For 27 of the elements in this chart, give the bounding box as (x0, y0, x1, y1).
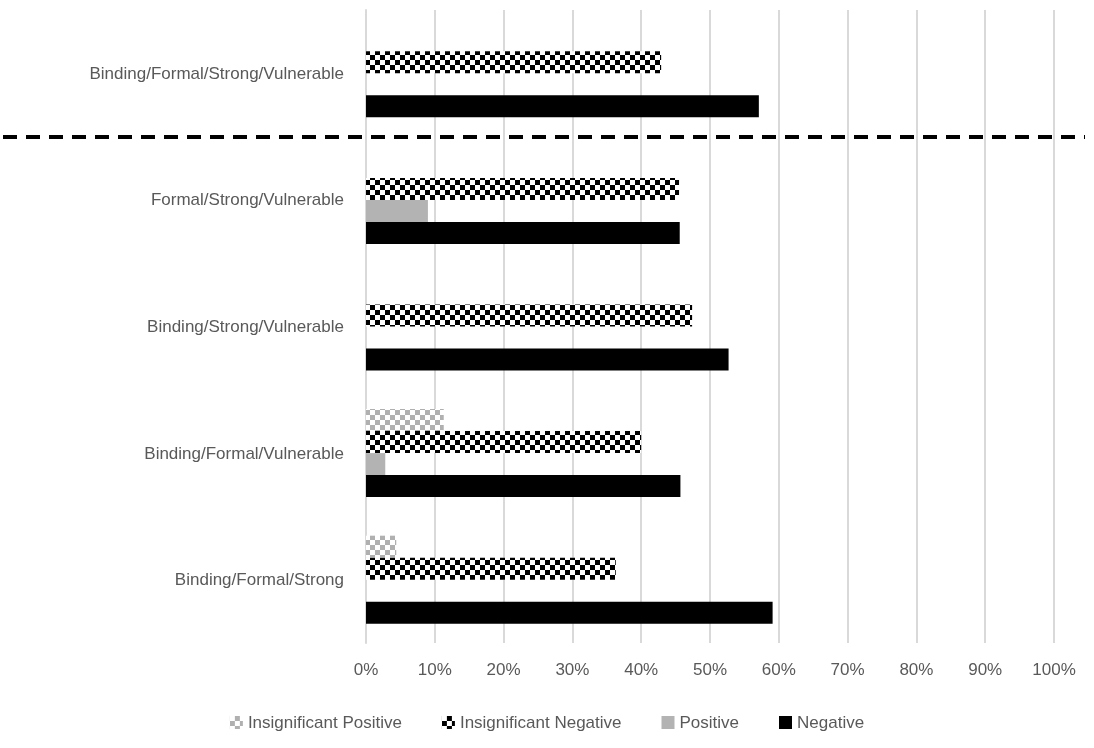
legend-label: Negative (797, 713, 865, 732)
x-tick-label: 30% (555, 660, 590, 679)
x-tick-label: 90% (968, 660, 1003, 679)
legend-label: Positive (679, 713, 740, 732)
y-tick-label: Binding/Formal/Strong/Vulnerable (89, 63, 344, 83)
bar (366, 221, 680, 244)
legend-label: Insignificant Positive (247, 713, 402, 732)
y-tick-label: Binding/Strong/Vulnerable (147, 317, 344, 336)
x-tick-label: 70% (830, 660, 865, 679)
bar (366, 453, 386, 476)
x-tick-label: 80% (899, 660, 934, 679)
y-tick-label: Binding/Formal/Vulnerable (144, 443, 344, 463)
x-tick-label: 10% (417, 660, 452, 679)
x-tick-label: 0% (353, 660, 379, 679)
y-tick-label: Binding/Formal/Strong (174, 570, 344, 590)
x-tick-label: 20% (486, 660, 521, 679)
y-tick-label: Formal/Strong/Vulnerable (150, 190, 344, 210)
legend-label: Insignificant Negative (459, 713, 622, 732)
x-tick-label: 50% (692, 660, 728, 679)
bar (366, 475, 681, 498)
bar (366, 348, 729, 371)
bar (366, 95, 759, 118)
x-tick-label: 60% (761, 660, 796, 679)
x-tick-label: 40% (624, 660, 659, 679)
bar (366, 199, 428, 222)
x-tick-label: 100% (1032, 660, 1076, 679)
bar (366, 601, 773, 624)
